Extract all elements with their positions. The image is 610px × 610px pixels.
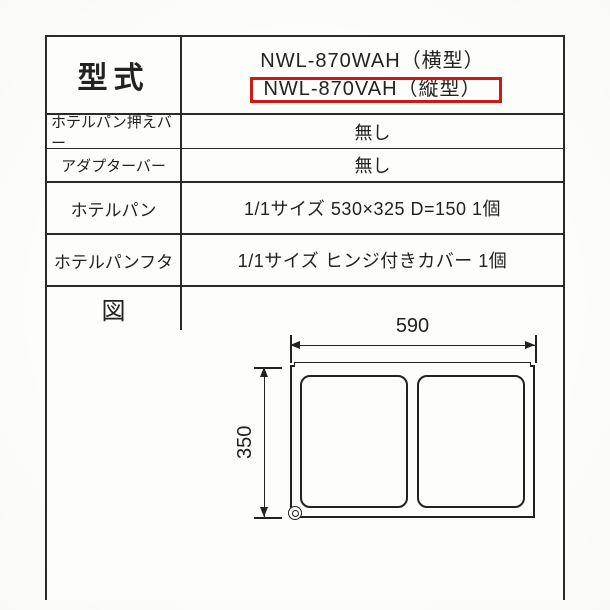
pan-outer-box — [290, 365, 535, 518]
row-diagram: 図 590 350 — [47, 287, 563, 330]
dim-width-ext-right — [535, 335, 537, 363]
value-model: NWL-870WAH（横型） NWL-870VAH（縦型） — [182, 37, 563, 113]
label-model: 型式 — [47, 37, 182, 113]
dim-width-ext-left — [290, 335, 292, 363]
dim-width-label: 590 — [290, 315, 535, 338]
value-press-bar: 無し — [182, 115, 563, 148]
pan-inner — [300, 375, 525, 508]
arrow-down-icon — [260, 507, 268, 517]
dim-height-ext-bottom — [254, 517, 282, 519]
row-model: 型式 NWL-870WAH（横型） NWL-870VAH（縦型） — [47, 37, 563, 115]
dim-height-label: 350 — [234, 367, 257, 517]
arrow-up-icon — [260, 367, 268, 377]
row-press-bar: ホテルパン押えバー 無し — [47, 115, 563, 149]
label-hotel-pan-lid: ホテルパンフタ — [47, 235, 182, 285]
value-adapter-bar: 無し — [182, 149, 563, 181]
row-hotel-pan: ホテルパン 1/1サイズ 530×325 D=150 1個 — [47, 183, 563, 235]
label-hotel-pan: ホテルパン — [47, 183, 182, 233]
arrow-right-icon — [525, 341, 535, 349]
label-press-bar: ホテルパン押えバー — [47, 115, 182, 148]
diagram-area: 590 350 — [182, 287, 563, 330]
pan-half-right — [417, 375, 525, 508]
value-hotel-pan-lid: 1/1サイズ ヒンジ付きカバー 1個 — [182, 235, 563, 285]
model-line-2: NWL-870VAH（縦型） — [263, 75, 481, 103]
value-hotel-pan: 1/1サイズ 530×325 D=150 1個 — [182, 183, 563, 233]
row-adapter-bar: アダプターバー 無し — [47, 149, 563, 183]
label-diagram: 図 — [47, 287, 182, 330]
pan-half-left — [300, 375, 408, 508]
model-line-1: NWL-870WAH（横型） — [260, 47, 484, 75]
dim-height-line — [264, 367, 265, 517]
label-adapter-bar: アダプターバー — [47, 149, 182, 181]
knob-icon — [288, 506, 302, 520]
dim-height-ext-top — [254, 367, 282, 369]
spec-table: 型式 NWL-870WAH（横型） NWL-870VAH（縦型） ホテルパン押え… — [45, 35, 565, 600]
arrow-left-icon — [290, 341, 300, 349]
row-hotel-pan-lid: ホテルパンフタ 1/1サイズ ヒンジ付きカバー 1個 — [47, 235, 563, 287]
hinge-bar — [294, 362, 531, 367]
dim-width-line — [290, 345, 535, 346]
